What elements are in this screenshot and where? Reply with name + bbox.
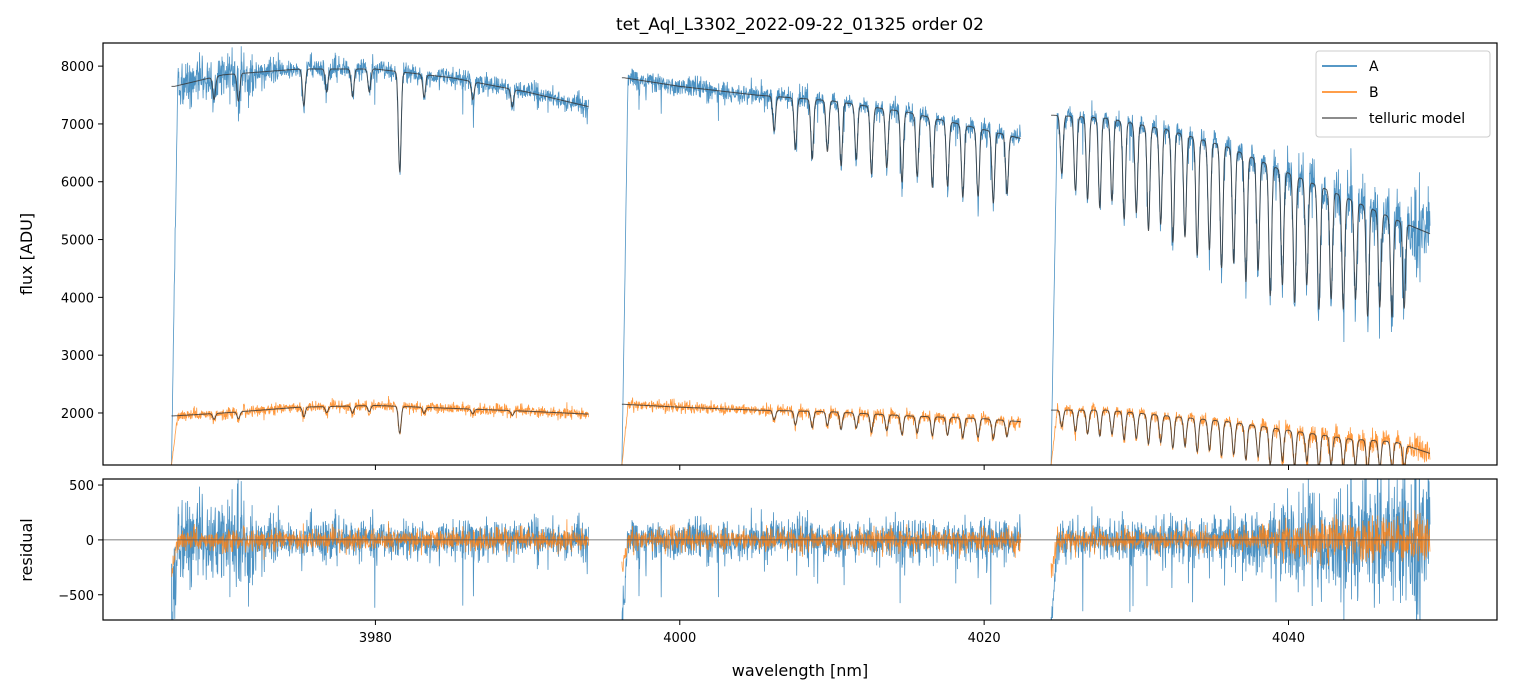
flux-y-tick-label: 8000 — [61, 60, 94, 75]
flux-y-tick-label: 7000 — [61, 118, 94, 133]
flux-axis-label: flux [ADU] — [17, 213, 36, 295]
flux-y-tick-label: 3000 — [61, 349, 94, 364]
legend-label-telluric: telluric model — [1369, 111, 1465, 127]
legend: A B telluric model — [1315, 50, 1491, 138]
telluric-model-a-line — [171, 68, 1431, 318]
legend-box — [1315, 50, 1491, 138]
legend-label-b: B — [1369, 85, 1379, 101]
chart-title: tet_Aql_L3302_2022-09-22_01325 order 02 — [616, 15, 984, 35]
x-tick-label: 4020 — [968, 631, 1001, 646]
legend-label-a: A — [1369, 59, 1379, 75]
x-tick-label: 4000 — [663, 631, 696, 646]
residual-y-tick-label: 0 — [86, 534, 94, 549]
residual-y-tick-label: 500 — [69, 479, 94, 494]
flux-y-tick-label: 4000 — [61, 291, 94, 306]
x-tick-label: 3980 — [359, 631, 392, 646]
flux-axes-frame — [102, 42, 1498, 466]
flux-y-tick-label: 6000 — [61, 176, 94, 191]
series-b-flux-line — [171, 395, 1431, 465]
flux-plot-area — [171, 46, 1431, 465]
residual-plot-area — [103, 479, 1497, 620]
flux-y-tick-label: 5000 — [61, 234, 94, 249]
series-a-flux-line — [171, 46, 1431, 465]
telluric-model-b-line — [171, 403, 1431, 465]
residual-axes-frame — [102, 478, 1498, 621]
residual-axis-label: residual — [17, 518, 36, 581]
flux-y-tick-label: 2000 — [61, 407, 94, 422]
x-axis-label: wavelength [nm] — [732, 661, 869, 680]
x-tick-label: 4040 — [1272, 631, 1305, 646]
residual-y-tick-label: −500 — [58, 589, 94, 604]
